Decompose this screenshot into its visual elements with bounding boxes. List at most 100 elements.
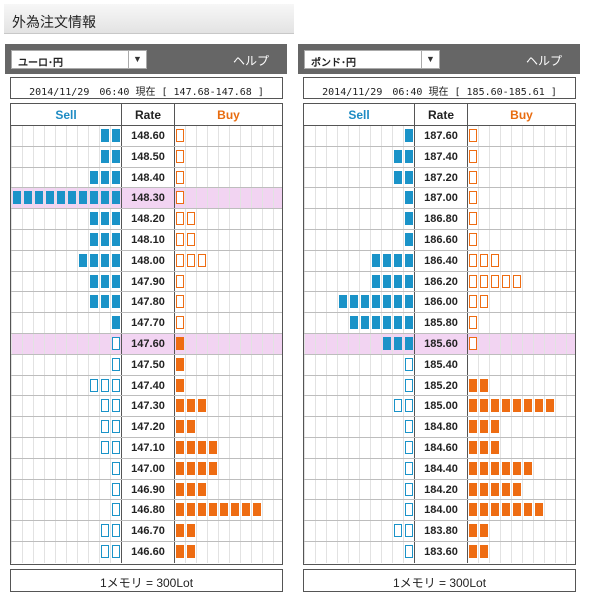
buy-volume-block — [524, 503, 532, 517]
order-row: 147.70 — [11, 313, 282, 334]
sell-cell — [11, 521, 121, 541]
sell-volume-block — [112, 170, 120, 184]
rate-cell: 147.80 — [121, 292, 175, 313]
buy-volume-block — [209, 461, 217, 475]
buy-volume-block — [469, 170, 477, 184]
help-link[interactable]: ヘルプ — [232, 54, 269, 68]
sell-cell — [304, 292, 414, 313]
rate-cell: 147.10 — [121, 437, 175, 458]
currency-pair-select[interactable]: ポンド･円 ▼ — [304, 50, 440, 69]
sell-volume-block — [405, 461, 413, 475]
order-row: 186.80 — [304, 209, 575, 230]
buy-volume-block — [502, 399, 510, 413]
buy-cell — [468, 146, 575, 167]
buy-cell — [175, 541, 282, 563]
sell-volume-block — [383, 295, 391, 309]
chevron-down-icon[interactable]: ▼ — [128, 51, 146, 68]
buy-volume-block — [176, 253, 184, 267]
buy-volume-block — [187, 420, 195, 434]
buy-volume-block — [502, 274, 510, 288]
rate-cell: 147.20 — [121, 417, 175, 437]
buy-volume-block — [198, 440, 206, 454]
buy-cell — [468, 417, 575, 437]
buy-volume-block — [176, 212, 184, 226]
help-link[interactable]: ヘルプ — [525, 54, 562, 68]
buy-volume-block — [469, 336, 477, 350]
sell-volume-block — [394, 149, 402, 163]
sell-cell — [11, 146, 121, 167]
sell-volume-block — [57, 191, 65, 205]
sell-cell — [11, 333, 121, 354]
buy-volume-block — [242, 503, 250, 517]
sell-volume-block — [361, 295, 369, 309]
buy-volume-block — [176, 191, 184, 205]
order-row: 187.40 — [304, 146, 575, 168]
currency-pair-select[interactable]: ユーロ･円 ▼ — [11, 50, 147, 69]
sell-volume-block — [112, 503, 120, 517]
buy-cell — [175, 479, 282, 500]
sell-volume-block — [405, 295, 413, 309]
rate-cell: 187.00 — [414, 188, 468, 209]
buy-volume-block — [513, 399, 521, 413]
rate-cell: 146.80 — [121, 500, 175, 521]
sell-cell — [11, 271, 121, 292]
buy-cell — [175, 521, 282, 541]
rate-cell: 148.00 — [121, 250, 175, 271]
rate-cell: 185.40 — [414, 354, 468, 375]
buy-volume-block — [176, 316, 184, 330]
buy-volume-block — [176, 482, 184, 496]
buy-volume-block — [176, 170, 184, 184]
sell-volume-block — [112, 482, 120, 496]
buy-volume-block — [176, 440, 184, 454]
sell-volume-block — [101, 544, 109, 558]
rate-cell: 148.10 — [121, 229, 175, 250]
sell-cell — [304, 313, 414, 333]
rate-cell: 148.60 — [121, 126, 175, 146]
buy-cell — [175, 188, 282, 209]
sell-volume-block — [101, 399, 109, 413]
sell-cell — [11, 250, 121, 271]
buy-volume-block — [480, 440, 488, 454]
rate-cell: 147.90 — [121, 271, 175, 292]
buy-header: Buy — [510, 108, 533, 122]
buy-volume-block — [469, 149, 477, 163]
sell-volume-block — [394, 399, 402, 413]
buy-cell — [175, 209, 282, 229]
buy-cell — [468, 479, 575, 500]
buy-cell — [175, 126, 282, 146]
sell-volume-block — [101, 440, 109, 454]
sell-volume-block — [339, 295, 347, 309]
order-row: 147.80 — [11, 292, 282, 314]
sell-volume-block — [112, 378, 120, 392]
sell-volume-block — [394, 336, 402, 350]
sell-volume-block — [90, 212, 98, 226]
sell-cell — [304, 396, 414, 417]
sell-volume-block — [405, 129, 413, 142]
buy-volume-block — [469, 482, 477, 496]
sell-cell — [11, 417, 121, 437]
sell-volume-block — [112, 440, 120, 454]
sell-volume-block — [112, 544, 120, 558]
buy-cell — [468, 292, 575, 313]
order-panel-gbp-jpy: ポンド･円 ▼ ヘルプ 2014/11/29 06:40 現在 [ 185.60… — [298, 44, 580, 592]
sell-cell — [11, 126, 121, 146]
buy-volume-block — [491, 420, 499, 434]
order-row: 184.60 — [304, 437, 575, 459]
buy-volume-block — [480, 544, 488, 558]
sell-volume-block — [372, 295, 380, 309]
sell-volume-block — [405, 212, 413, 226]
buy-volume-block — [469, 316, 477, 330]
buy-volume-block — [176, 544, 184, 558]
sell-volume-block — [394, 253, 402, 267]
buy-volume-block — [469, 503, 477, 517]
sell-cell — [11, 229, 121, 250]
chevron-down-icon[interactable]: ▼ — [421, 51, 439, 68]
buy-volume-block — [187, 212, 195, 226]
sell-cell — [304, 250, 414, 271]
buy-cell — [468, 437, 575, 458]
sell-volume-block — [405, 503, 413, 517]
buy-cell — [468, 354, 575, 375]
buy-volume-block — [491, 440, 499, 454]
buy-volume-block — [187, 544, 195, 558]
sell-volume-block — [372, 274, 380, 288]
